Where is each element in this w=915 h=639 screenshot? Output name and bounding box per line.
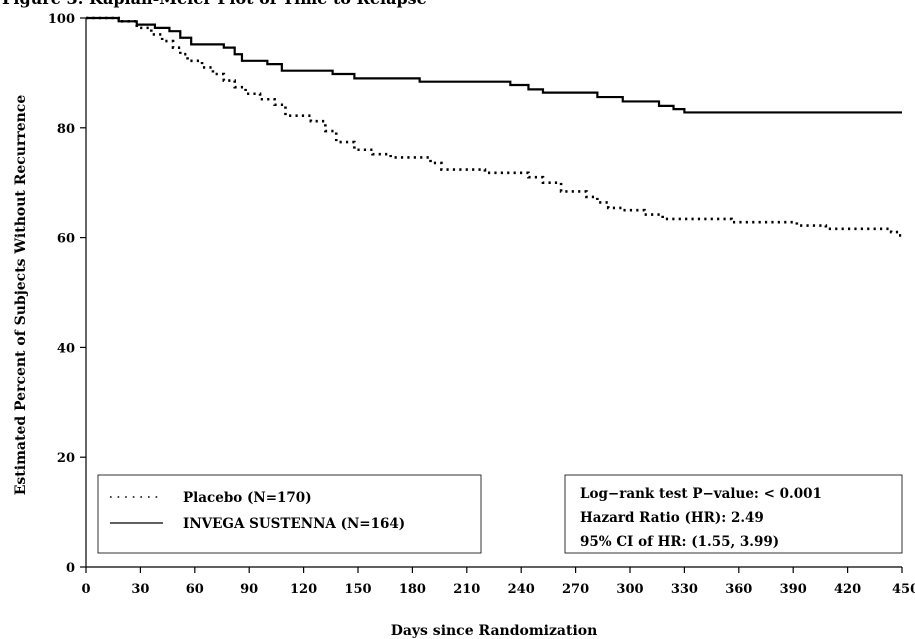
x-tick-label: 420 — [834, 582, 861, 597]
stats-box: Log−rank test P−value: < 0.001 Hazard Ra… — [564, 474, 903, 554]
x-tick-label: 60 — [186, 582, 204, 597]
y-tick-label: 100 — [48, 12, 75, 27]
x-tick-label: 150 — [344, 582, 371, 597]
y-ticks: 0 20 40 60 80 100 — [48, 12, 86, 576]
x-tick-label: 30 — [131, 582, 149, 597]
x-tick-label: 0 — [81, 582, 90, 597]
x-tick-label: 270 — [562, 582, 589, 597]
legend-label-invega: INVEGA SUSTENNA (N=164) — [183, 516, 405, 532]
y-axis-label: Estimated Percent of Subjects Without Re… — [13, 95, 29, 496]
x-tick-label: 120 — [290, 582, 317, 597]
series-layer — [86, 16, 902, 237]
stats-ci: 95% CI of HR: (1.55, 3.99) — [580, 534, 779, 550]
stats-box-frame — [564, 474, 903, 554]
x-tick-label: 300 — [616, 582, 643, 597]
series-line-invega — [86, 16, 902, 114]
stats-logrank: Log−rank test P−value: < 0.001 — [580, 486, 822, 502]
x-axis-label: Days since Randomization — [391, 623, 598, 639]
x-ticks: 0 30 60 90 120 150 180 210 240 270 300 330 360 390 420… — [81, 567, 915, 597]
y-tick-label: 0 — [66, 561, 75, 576]
legend: Placebo (N=170) INVEGA SUSTENNA (N=164) — [97, 474, 482, 554]
x-tick-label: 360 — [725, 582, 752, 597]
x-tick-label: 330 — [671, 582, 698, 597]
legend-label-placebo: Placebo (N=170) — [183, 490, 312, 506]
x-tick-label: 240 — [508, 582, 535, 597]
x-tick-label: 90 — [240, 582, 258, 597]
y-tick-label: 20 — [57, 451, 75, 466]
y-tick-label: 80 — [57, 122, 75, 137]
x-tick-label: 180 — [399, 582, 426, 597]
stats-hazard-ratio: Hazard Ratio (HR): 2.49 — [580, 510, 764, 526]
x-tick-label: 390 — [780, 582, 807, 597]
series-line-placebo — [86, 16, 902, 237]
x-tick-label: 210 — [453, 582, 480, 597]
y-tick-label: 40 — [57, 341, 75, 356]
legend-box — [97, 474, 482, 554]
x-tick-label: 450 — [892, 582, 915, 597]
chart-title: Figure 3: Kaplan-Meier Plot of Time to R… — [2, 0, 427, 8]
y-tick-label: 60 — [57, 232, 75, 247]
axes — [85, 18, 902, 568]
